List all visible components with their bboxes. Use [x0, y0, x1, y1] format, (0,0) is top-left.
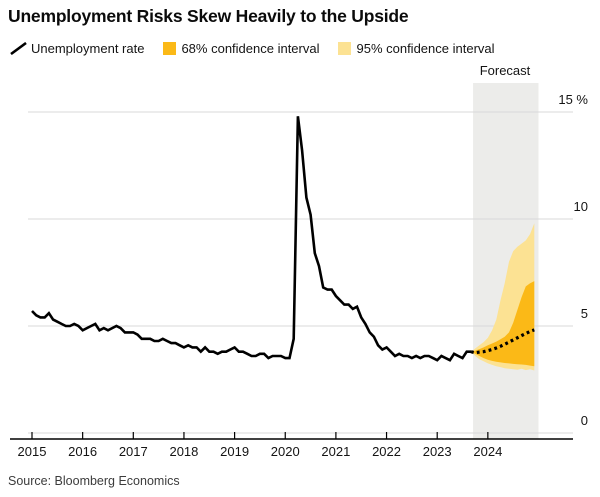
y-tick-label: 10	[573, 199, 588, 214]
x-tick-label: 2021	[321, 444, 351, 459]
x-tick-label: 2022	[372, 444, 401, 459]
x-tick-label: 2024	[473, 444, 503, 459]
unemployment-rate-line	[31, 116, 471, 362]
y-tick-label: 0	[580, 413, 588, 428]
y-tick-label: 15 %	[558, 92, 588, 107]
x-tick-label: 2023	[422, 444, 452, 459]
x-tick-label: 2017	[118, 444, 148, 459]
legend-item-68ci: 68% confidence interval	[163, 41, 319, 56]
legend-label: 68% confidence interval	[181, 41, 320, 56]
band-95-swatch-icon	[338, 42, 352, 55]
x-tick-label: 2018	[169, 444, 199, 459]
band-68-swatch-icon	[163, 42, 177, 55]
page-title: Unemployment Risks Skew Heavily to the U…	[8, 6, 409, 26]
x-tick-label: 2019	[220, 444, 250, 459]
forecast-region-label: Forecast	[479, 63, 531, 78]
x-tick-label: 2015	[17, 444, 47, 459]
forecast-median-line	[470, 328, 535, 355]
confidence-band-68	[471, 281, 535, 367]
x-tick-label: 2016	[68, 444, 98, 459]
legend: Unemployment rate 68% confidence interva…	[10, 41, 495, 56]
legend-label: 95% confidence interval	[356, 41, 495, 56]
x-tick-label: 2020	[270, 444, 300, 459]
legend-item-95ci: 95% confidence interval	[338, 41, 495, 56]
y-tick-label: 5	[580, 306, 588, 321]
source-credit: Source: Bloomberg Economics	[8, 474, 180, 488]
legend-item-unemployment-rate: Unemployment rate	[10, 41, 144, 56]
legend-label: Unemployment rate	[31, 41, 145, 56]
line-series-icon	[10, 42, 27, 55]
